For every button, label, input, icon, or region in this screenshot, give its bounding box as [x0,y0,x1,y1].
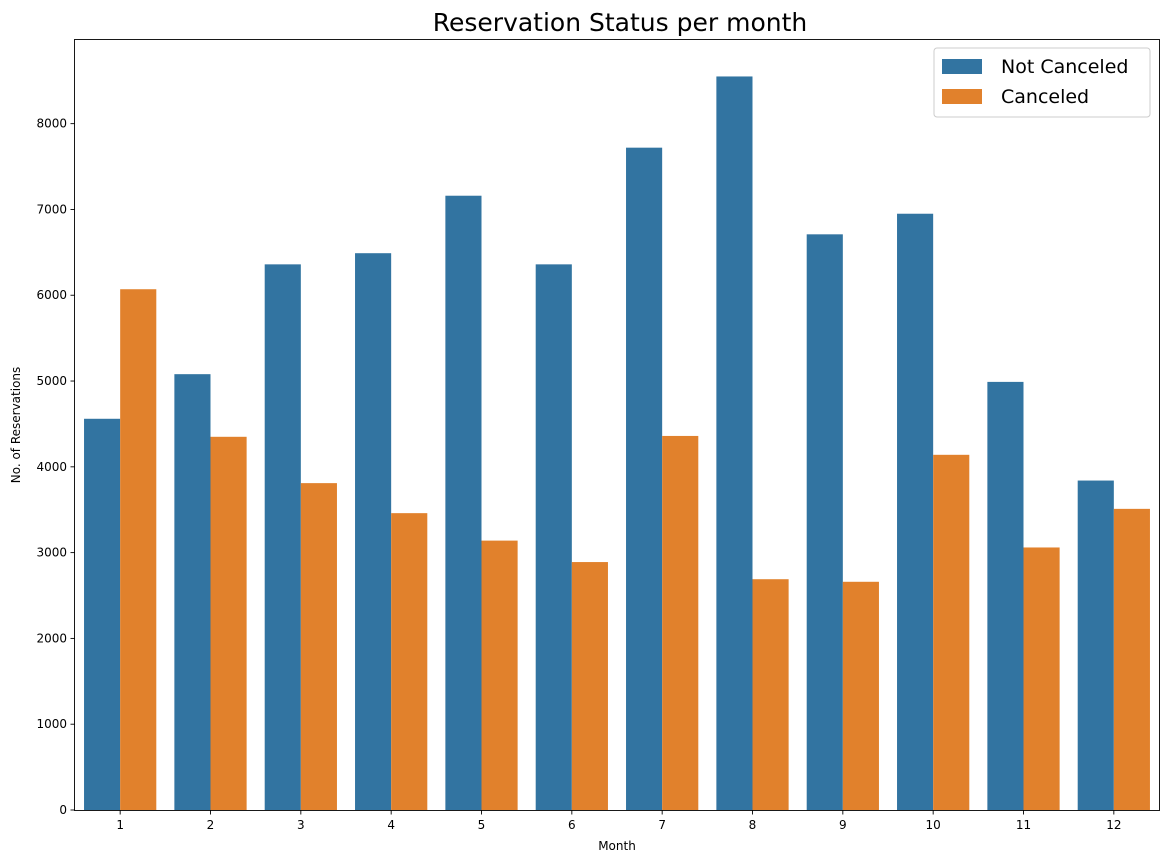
bar-canceled-month-4 [391,513,428,810]
bar-not-canceled-month-11 [987,381,1024,810]
legend-swatch [942,59,982,74]
y-tick-label: 6000 [36,288,67,302]
x-tick-label: 10 [926,818,941,832]
y-axis-ticks: 0 1000 2000 3000 4000 5000 6000 7000 8000 [36,117,75,817]
y-tick-label: 4000 [36,460,67,474]
x-tick-label: 1 [116,818,124,832]
y-tick-label: 5000 [36,374,67,388]
y-axis-label: No. of Reservations [9,367,23,484]
bar-canceled-month-9 [842,581,879,810]
bar-canceled-month-8 [752,579,789,810]
legend-label: Canceled [1001,86,1089,108]
y-tick-label: 8000 [36,117,67,131]
bar-not-canceled-month-12 [1077,480,1114,810]
y-tick-label: 3000 [36,546,67,560]
bar-canceled-month-1 [120,289,157,811]
legend-label: Not Canceled [1001,56,1128,78]
x-axis-label: Month [598,839,636,853]
bar-not-canceled-month-7 [626,147,663,811]
bar-not-canceled-month-4 [355,253,392,810]
bar-not-canceled-month-10 [897,213,934,811]
x-tick-label: 9 [839,818,847,832]
x-axis-ticks: 1 2 3 4 5 6 7 8 9 10 11 12 [116,810,1121,832]
bar-not-canceled-month-5 [445,195,482,811]
x-tick-label: 8 [749,818,757,832]
x-tick-label: 2 [207,818,215,832]
x-tick-label: 7 [658,818,666,832]
bar-canceled-month-7 [662,435,699,810]
bar-not-canceled-month-3 [264,264,301,811]
bar-canceled-month-12 [1113,508,1150,810]
bar-canceled-month-3 [300,483,337,810]
y-tick-label: 2000 [36,631,67,645]
bar-canceled-month-6 [571,562,608,810]
x-tick-label: 12 [1106,818,1121,832]
bar-not-canceled-month-9 [806,234,843,810]
legend-box [933,47,1151,118]
y-tick-label: 1000 [36,717,67,731]
y-tick-label: 0 [59,803,67,817]
x-tick-label: 4 [387,818,395,832]
legend: Not Canceled Canceled [933,47,1151,118]
bar-canceled-month-11 [1023,547,1060,810]
y-tick-label: 7000 [36,202,67,216]
x-tick-label: 5 [478,818,486,832]
plot-frame [74,39,1160,811]
x-tick-label: 3 [297,818,305,832]
chart-title: Reservation Status per month [433,8,808,37]
legend-swatch [942,89,982,104]
bar-not-canceled-month-1 [84,418,121,810]
bar-canceled-month-2 [210,436,247,810]
bar-not-canceled-month-2 [174,374,211,810]
bar-canceled-month-10 [933,454,970,810]
bar-not-canceled-month-8 [716,76,753,810]
bars-group [84,76,1150,811]
x-tick-label: 11 [1016,818,1031,832]
bar-canceled-month-5 [481,540,518,810]
x-tick-label: 6 [568,818,576,832]
bar-not-canceled-month-6 [535,264,572,811]
